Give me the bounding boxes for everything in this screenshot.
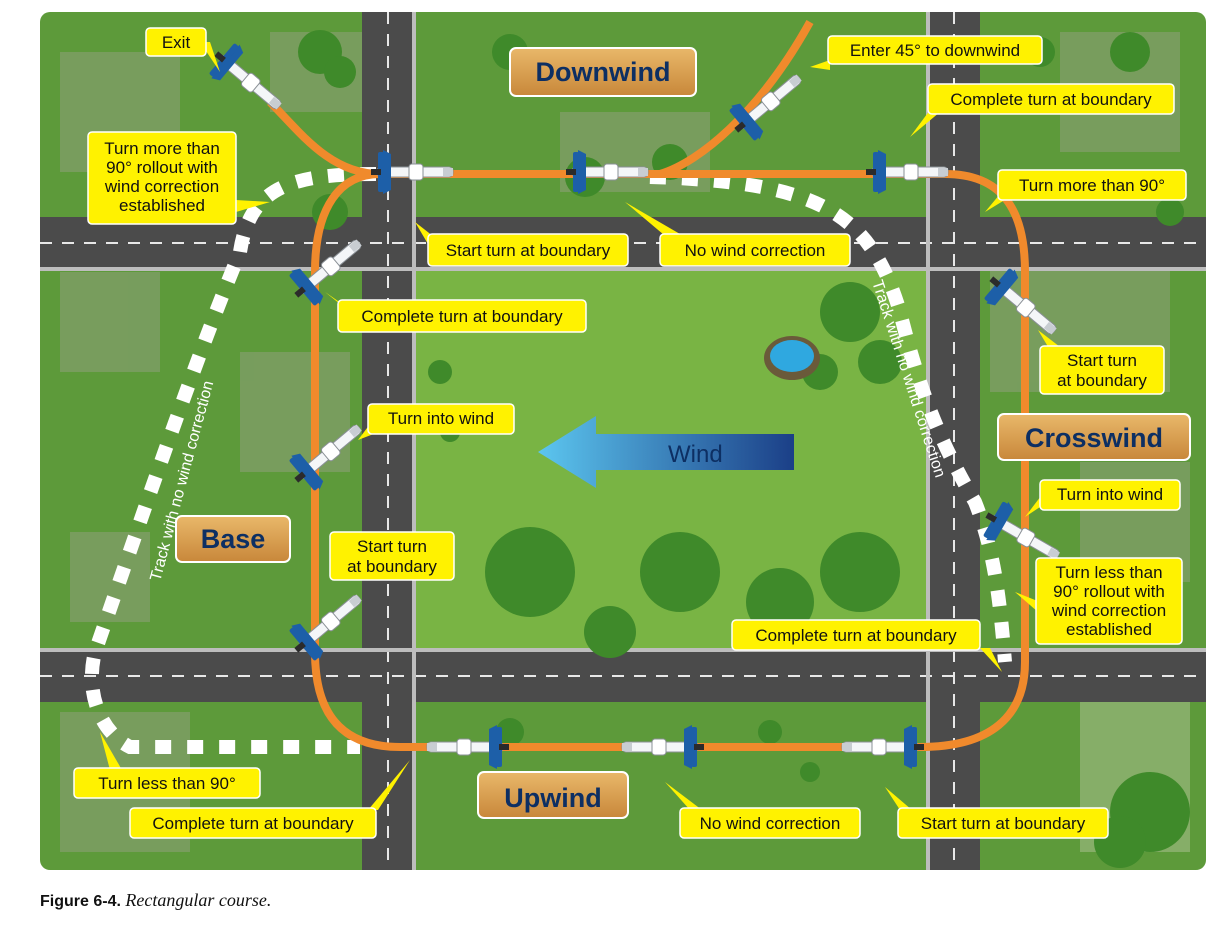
leg-label-downwind: Downwind bbox=[509, 47, 697, 97]
wind-arrow: Wind bbox=[538, 416, 794, 488]
wind-label: Wind bbox=[668, 441, 723, 468]
callout-no-wind-correction-top: No wind correction bbox=[625, 202, 851, 267]
svg-text:Complete turn at boundary: Complete turn at boundary bbox=[755, 626, 957, 645]
svg-text:No wind correction: No wind correction bbox=[685, 241, 826, 260]
svg-text:established: established bbox=[119, 196, 205, 215]
callout-start-turn-bottom: Start turn at boundary bbox=[885, 787, 1109, 839]
leg-label-base: Base bbox=[175, 515, 291, 563]
figure-caption: Figure 6-4. Rectangular course. bbox=[40, 890, 271, 911]
callout-turn-into-wind-left: Turn into wind bbox=[358, 403, 515, 440]
exit-path bbox=[267, 99, 381, 178]
track-no-correction-left bbox=[84, 167, 377, 754]
figure-number: Figure 6-4. bbox=[40, 893, 121, 910]
svg-text:Turn more than: Turn more than bbox=[104, 139, 220, 158]
entry-path bbox=[658, 20, 814, 178]
callout-complete-turn-left-top: Complete turn at boundary bbox=[325, 292, 587, 333]
svg-text:Complete turn at boundary: Complete turn at boundary bbox=[950, 90, 1152, 109]
svg-text:No wind correction: No wind correction bbox=[700, 814, 841, 833]
callout-turn-more-90-right: Turn more than 90° bbox=[985, 169, 1187, 212]
svg-text:90° rollout with: 90° rollout with bbox=[1053, 582, 1165, 601]
svg-text:Complete turn at boundary: Complete turn at boundary bbox=[152, 814, 354, 833]
svg-text:Base: Base bbox=[201, 524, 266, 554]
svg-text:Start turn: Start turn bbox=[357, 537, 427, 556]
svg-text:Complete turn at boundary: Complete turn at boundary bbox=[361, 307, 563, 326]
figure-title: Rectangular course. bbox=[125, 890, 272, 910]
callout-turn-less-90-right: Turn less than 90° rollout with wind cor… bbox=[1015, 557, 1183, 645]
svg-text:90° rollout with: 90° rollout with bbox=[106, 158, 218, 177]
callout-start-turn-top: Start turn at boundary bbox=[415, 222, 629, 267]
callouts: Exit Enter 45° to downwind Complete turn… bbox=[73, 27, 1187, 839]
svg-text:Turn into wind: Turn into wind bbox=[388, 409, 494, 428]
svg-text:Exit: Exit bbox=[162, 33, 191, 52]
svg-text:Downwind: Downwind bbox=[536, 57, 671, 87]
svg-text:wind correction: wind correction bbox=[104, 177, 219, 196]
svg-text:at boundary: at boundary bbox=[347, 557, 437, 576]
pond bbox=[764, 336, 820, 380]
svg-text:Start turn at boundary: Start turn at boundary bbox=[446, 241, 611, 260]
svg-text:at boundary: at boundary bbox=[1057, 371, 1147, 390]
rectangular-course-diagram: Wind Track with no wind correction Track… bbox=[40, 12, 1206, 870]
svg-text:Start turn: Start turn bbox=[1067, 351, 1137, 370]
svg-text:Turn less than: Turn less than bbox=[1055, 563, 1162, 582]
callout-exit: Exit bbox=[145, 27, 220, 72]
callout-turn-into-wind-right: Turn into wind bbox=[1025, 479, 1181, 517]
svg-text:established: established bbox=[1066, 620, 1152, 639]
leg-label-upwind: Upwind bbox=[477, 771, 629, 819]
trees bbox=[298, 30, 1190, 868]
svg-text:Turn into wind: Turn into wind bbox=[1057, 485, 1163, 504]
svg-text:Turn less than 90°: Turn less than 90° bbox=[98, 774, 236, 793]
svg-text:Enter 45° to downwind: Enter 45° to downwind bbox=[850, 41, 1020, 60]
svg-text:wind correction: wind correction bbox=[1051, 601, 1166, 620]
callout-start-turn-right: Start turn at boundary bbox=[1038, 330, 1165, 395]
svg-text:Upwind: Upwind bbox=[504, 783, 601, 813]
track-no-correction-right bbox=[649, 170, 1012, 663]
callout-complete-turn-top-right: Complete turn at boundary bbox=[910, 83, 1175, 137]
svg-text:Start turn at boundary: Start turn at boundary bbox=[921, 814, 1086, 833]
leg-label-crosswind: Crosswind bbox=[997, 413, 1191, 461]
callout-turn-less-90-left: Turn less than 90° bbox=[73, 732, 261, 799]
callout-turn-more-90-left: Turn more than 90° rollout with wind cor… bbox=[87, 131, 270, 225]
svg-text:Crosswind: Crosswind bbox=[1025, 423, 1163, 453]
svg-text:Turn more than 90°: Turn more than 90° bbox=[1019, 176, 1165, 195]
callout-complete-turn-bottom-right: Complete turn at boundary bbox=[731, 619, 1002, 672]
callout-start-turn-left: Start turn at boundary bbox=[329, 531, 455, 581]
callout-complete-turn-bottom-left: Complete turn at boundary bbox=[129, 760, 410, 839]
callout-no-wind-correction-bottom: No wind correction bbox=[665, 782, 861, 839]
callout-enter-45: Enter 45° to downwind bbox=[810, 35, 1043, 70]
